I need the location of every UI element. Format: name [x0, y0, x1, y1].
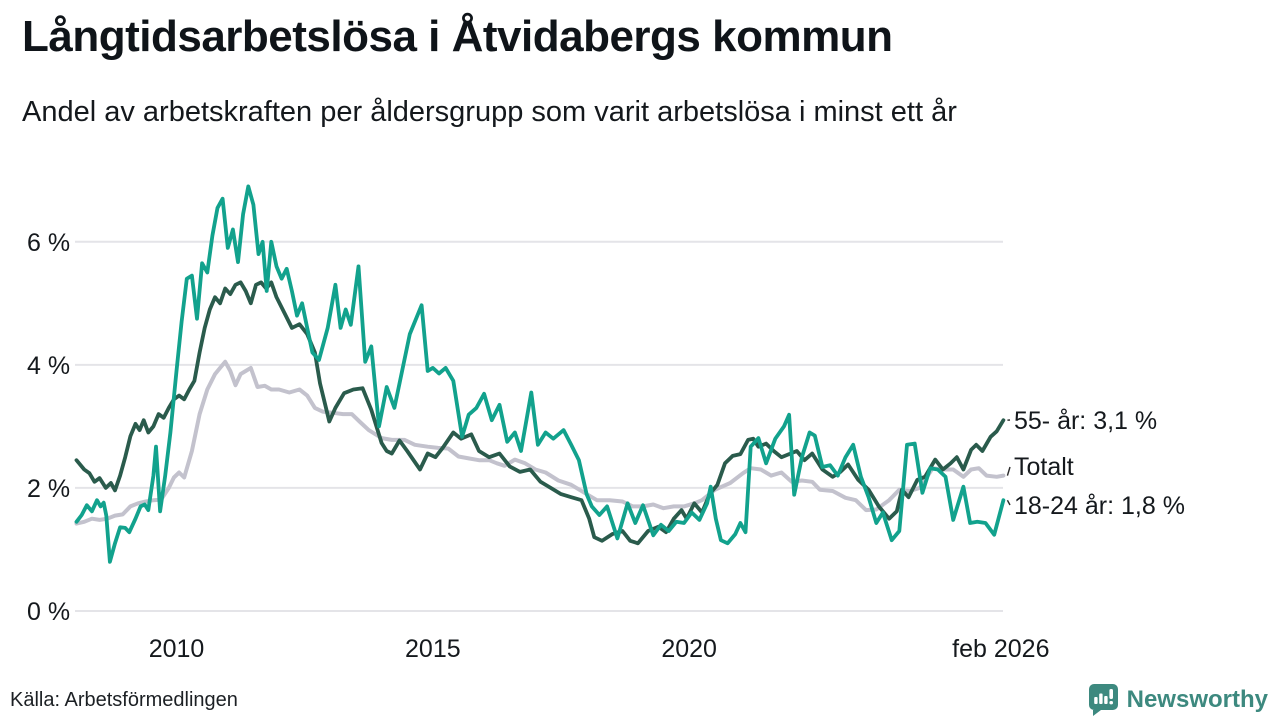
series-line-Totalt [74, 359, 1006, 526]
series-end-label-18-24: 18-24 år: 1,8 % [1014, 492, 1185, 520]
label-connector-Totalt [1006, 466, 1011, 476]
page-title: Långtidsarbetslösa i Åtvidabergs kommun [22, 12, 893, 61]
x-tick-label-2010: 2010 [149, 635, 205, 663]
series-line-55--år [74, 280, 1006, 546]
page-subtitle: Andel av arbetskraften per åldersgrupp s… [22, 96, 957, 128]
y-tick-label-6: 6 % [27, 229, 70, 257]
series-end-label-totalt: Totalt [1014, 453, 1074, 481]
x-tick-label-2020: 2020 [661, 635, 717, 663]
series-line-18-24-år [74, 184, 1006, 564]
y-tick-label-2: 2 % [27, 475, 70, 503]
series-end-label-55: 55- år: 3,1 % [1014, 407, 1158, 435]
newsworthy-brand-name: Newsworthy [1126, 685, 1268, 713]
x-tick-label-feb-2026: feb 2026 [952, 635, 1049, 663]
x-tick-label-2015: 2015 [405, 635, 461, 663]
label-connector-18-24-år [1006, 499, 1011, 506]
newsworthy-brand: Newsworthy [1087, 683, 1268, 716]
source-attribution: Källa: Arbetsförmedlingen [10, 689, 238, 711]
newsworthy-logo-icon [1087, 683, 1119, 716]
y-tick-label-0: 0 % [27, 598, 70, 626]
y-tick-label-4: 4 % [27, 352, 70, 380]
